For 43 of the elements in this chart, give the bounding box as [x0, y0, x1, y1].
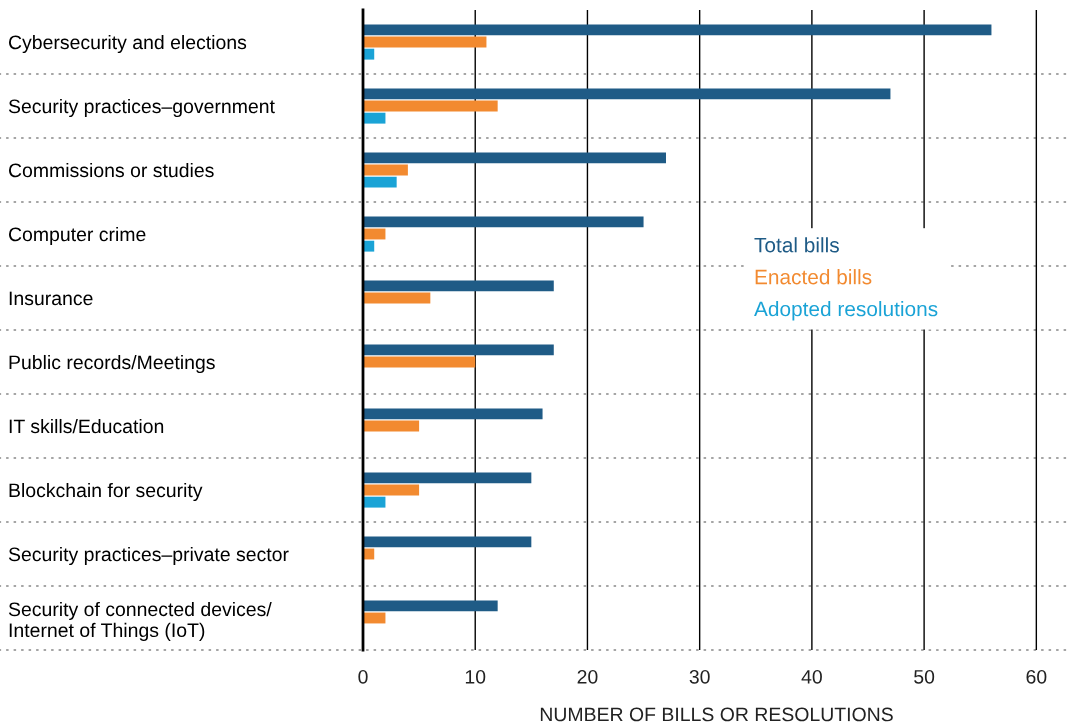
text: Adopted resolutions: [754, 301, 938, 321]
y-tick-label: Security practices–government: [8, 98, 275, 118]
x-tick-label: 40: [801, 669, 822, 684]
bar: [363, 292, 431, 304]
y-tick-label: Insurance: [9, 291, 93, 306]
x-tick-label: 50: [914, 669, 935, 684]
bar: [363, 48, 375, 60]
bar: [363, 100, 498, 112]
text: Total bills: [754, 237, 839, 253]
y-tick-label: Computer crime: [8, 226, 146, 246]
bar: [363, 408, 543, 420]
y-tick-label: IT skills/Education: [9, 418, 164, 434]
bar: [363, 420, 420, 432]
bar: [363, 536, 532, 548]
text: Enacted bills: [755, 269, 872, 285]
y-tick-label: Commissions or studies: [8, 162, 214, 178]
bar: [363, 24, 992, 36]
x-tick-label: 0: [358, 669, 368, 684]
x-tick-label: 20: [577, 669, 598, 684]
bar: [363, 240, 375, 252]
bar: [363, 164, 408, 176]
bar: [363, 152, 666, 164]
bar: [363, 472, 532, 484]
x-tick-label: 60: [1026, 669, 1047, 684]
bar: [363, 112, 386, 124]
bar: [363, 216, 644, 228]
bar: [363, 280, 554, 292]
bar: [363, 356, 476, 368]
bar: [363, 496, 386, 508]
y-tick-label: Security of connected devices/ Internet of Things (IoT): [8, 601, 272, 641]
x-tick-label: 30: [689, 669, 710, 684]
bar: [363, 344, 554, 356]
x-axis-title: NUMBER OF BILLS OR RESOLUTIONS: [540, 707, 893, 722]
y-tick-label: Security practices–private sector: [8, 546, 289, 566]
x-tick-label: 10: [465, 669, 486, 684]
bar: [363, 88, 891, 100]
bar: [363, 36, 487, 48]
y-tick-label: Blockchain for security: [9, 482, 203, 502]
bar: [363, 600, 498, 612]
bar: [363, 484, 420, 496]
y-tick-label: Public records/Meetings: [9, 354, 215, 374]
bar: [363, 176, 397, 188]
y-tick-label: Cybersecurity and elections: [8, 34, 247, 54]
